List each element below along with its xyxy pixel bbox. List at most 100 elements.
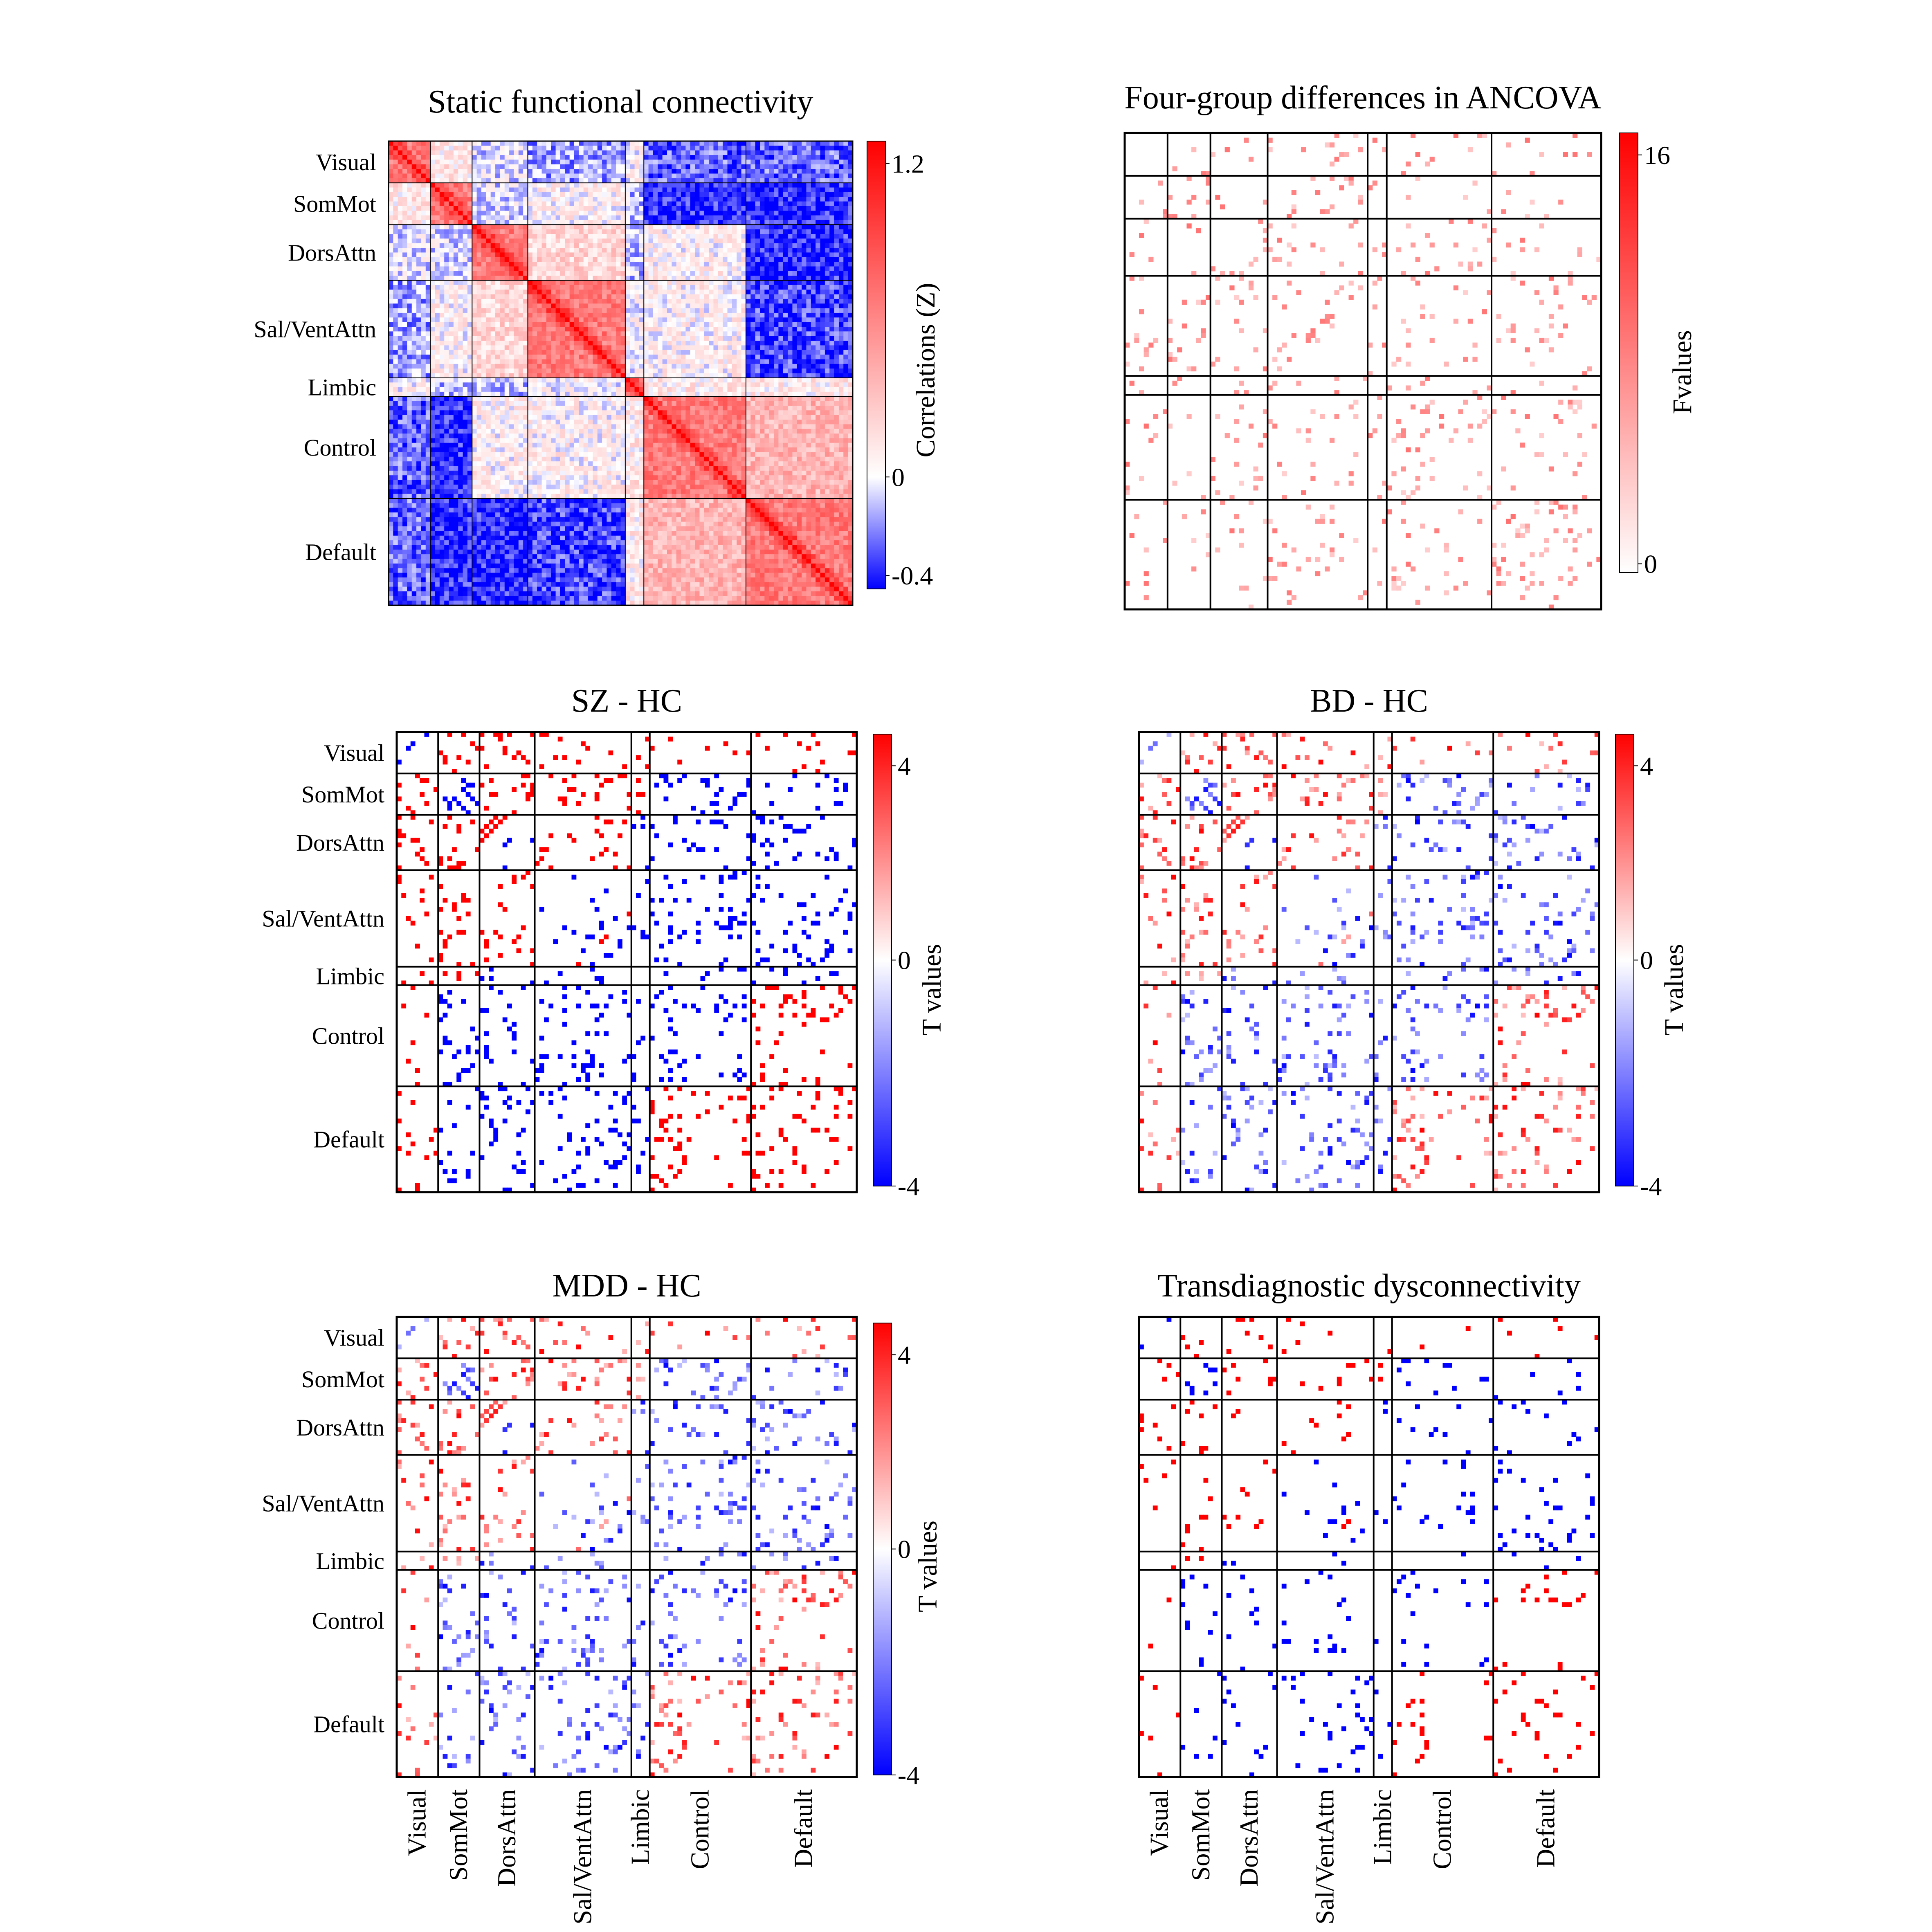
matrix-cell [444,308,449,313]
matrix-cell [685,141,691,146]
matrix-cell [518,192,523,197]
matrix-cell [806,201,811,207]
matrix-cell [699,160,705,165]
matrix-cell [672,243,677,248]
matrix-cell [769,211,774,216]
matrix-cell [662,312,667,318]
matrix-cell [713,322,719,327]
matrix-cell [607,280,612,285]
matrix-cell [523,160,528,165]
matrix-cell [792,150,798,155]
matrix-cell [630,206,635,211]
matrix-cell [490,350,496,355]
matrix-cell [829,350,835,355]
matrix-cell [532,141,537,146]
matrix-cell [741,211,746,216]
matrix-cell [811,280,816,285]
matrix-cell [421,141,426,146]
matrix-cell [597,308,602,313]
matrix-cell [509,234,514,239]
matrix-cell [639,290,644,295]
matrix-cell [537,331,542,337]
matrix-cell [620,368,626,374]
matrix-cell [504,285,510,290]
matrix-cell [444,345,449,350]
matrix-cell [709,206,714,211]
matrix-cell [504,164,510,169]
matrix-cell [532,350,537,355]
matrix-cell [607,252,612,258]
matrix-cell [393,211,398,216]
matrix-cell [402,359,407,364]
matrix-cell [555,322,561,327]
matrix-cell [389,238,393,244]
matrix-cell [760,322,765,327]
matrix-cell [838,266,844,272]
matrix-cell [746,248,751,253]
matrix-cell [518,146,523,151]
matrix-cell [481,345,486,350]
matrix-cell [476,280,482,285]
matrix-cell [528,262,533,267]
matrix-cell [681,150,686,155]
matrix-cell [834,271,839,276]
matrix-cell [820,225,825,230]
matrix-cell [755,225,760,230]
matrix-cell [834,327,839,332]
matrix-cell [639,234,644,239]
matrix-cell [699,183,705,188]
matrix-cell [611,345,616,350]
matrix-cell [718,285,723,290]
matrix-cell [718,299,723,304]
matrix-cell [681,197,686,202]
matrix-cell [574,146,579,151]
matrix-cell [597,252,602,258]
matrix-cell [407,234,412,239]
matrix-cell [704,331,709,337]
matrix-cell [593,238,598,244]
matrix-cell [778,345,784,350]
matrix-cell [546,197,551,202]
matrix-cell [416,160,422,165]
matrix-cell [407,164,412,169]
matrix-cell [848,350,853,355]
matrix-cell [560,146,565,151]
matrix-cell [495,368,500,374]
matrix-cell [815,327,821,332]
matrix-cell [639,178,644,183]
matrix-cell [472,312,477,318]
matrix-cell [778,183,784,188]
matrix-cell [398,146,403,151]
matrix-cell [774,266,779,272]
matrix-cell [838,262,844,267]
matrix-cell [741,234,746,239]
matrix-cell [811,350,816,355]
matrix-cell [407,350,412,355]
matrix-cell [597,220,602,225]
matrix-cell [393,303,398,309]
matrix-cell [398,359,403,364]
matrix-cell [709,271,714,276]
matrix-cell [588,150,593,155]
matrix-cell [583,192,589,197]
matrix-cell [746,146,751,151]
matrix-cell [824,234,830,239]
matrix-cell [838,331,844,337]
matrix-cell [764,294,770,299]
matrix-cell [750,285,756,290]
matrix-cell [486,192,491,197]
matrix-cell [588,183,593,188]
matrix-cell [709,364,714,369]
matrix-cell [718,173,723,179]
matrix-cell [630,146,635,151]
matrix-cell [532,187,537,193]
matrix-cell [490,155,496,160]
matrix-cell [439,271,445,276]
matrix-cell [565,146,570,151]
matrix-cell [481,364,486,369]
matrix-cell [755,312,760,318]
matrix-cell [741,276,746,281]
matrix-cell [843,355,849,360]
matrix-cell [389,317,393,323]
matrix-cell [764,238,770,244]
